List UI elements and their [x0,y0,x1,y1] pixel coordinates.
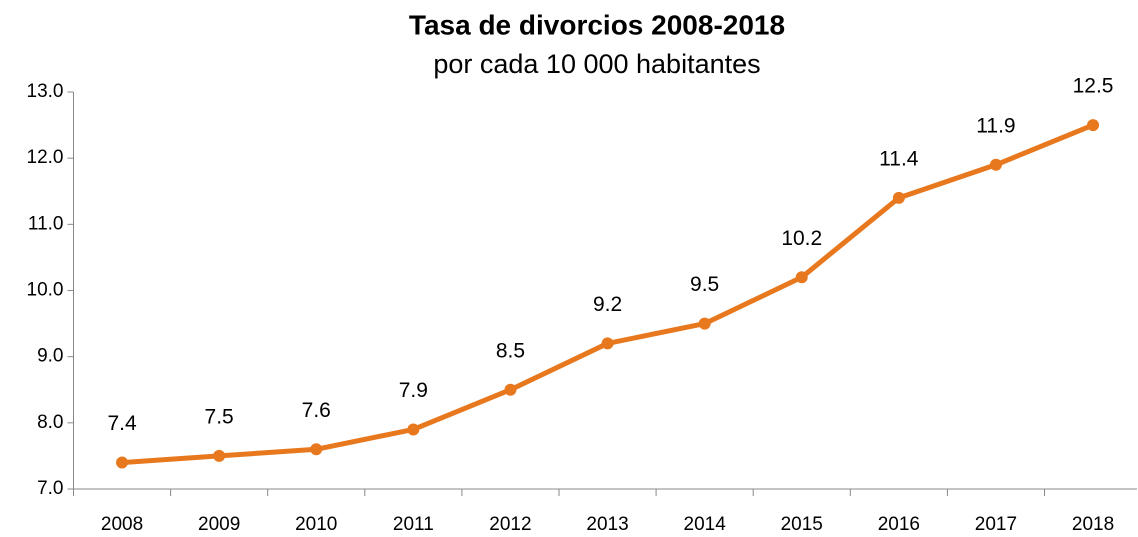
x-tick-label: 2010 [295,514,337,535]
point [698,317,711,330]
y-tick-label: 7.0 [37,478,63,499]
point [795,271,808,284]
chart-subtitle: por cada 10 000 habitantes [433,49,760,79]
value-label: 11.4 [879,147,919,170]
x-tick-label: 2009 [198,514,240,535]
x-tick-label: 2016 [878,514,920,535]
point [504,383,517,396]
value-label: 7.9 [399,379,428,402]
value-label: 8.5 [496,339,525,362]
point [213,449,226,462]
value-label: 7.5 [205,405,234,428]
x-tick-label: 2014 [684,514,727,535]
x-tick-label: 2015 [781,514,823,535]
x-tick-label: 2008 [101,514,143,535]
value-label: 10.2 [781,227,822,250]
y-tick-label: 11.0 [28,213,64,234]
value-label: 11.9 [976,114,1015,137]
point [310,443,323,456]
point [1087,119,1100,132]
value-label: 9.5 [690,273,719,296]
y-tick-label: 10.0 [27,280,64,301]
point [407,423,420,436]
value-label: 7.4 [107,412,137,435]
x-tick-label: 2018 [1072,514,1114,535]
value-label: 9.2 [593,293,622,316]
x-tick-label: 2013 [586,514,628,535]
chart-title: Tasa de divorcios 2008-2018 [409,9,785,40]
point [116,456,129,469]
x-tick-label: 2011 [393,514,434,535]
y-tick-label: 12.0 [27,147,64,168]
value-label: 7.6 [302,399,331,422]
x-tick-label: 2017 [975,514,1017,535]
y-tick-label: 8.0 [37,412,63,433]
point [601,337,614,350]
y-tick-label: 9.0 [37,346,63,367]
point [989,158,1002,171]
point [892,191,905,204]
x-tick-label: 2012 [489,514,531,535]
y-tick-label: 13.0 [27,81,64,102]
value-label: 12.5 [1073,75,1114,98]
